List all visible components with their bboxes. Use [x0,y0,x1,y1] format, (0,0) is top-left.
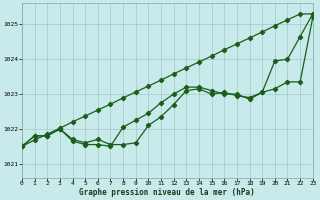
X-axis label: Graphe pression niveau de la mer (hPa): Graphe pression niveau de la mer (hPa) [79,188,255,197]
